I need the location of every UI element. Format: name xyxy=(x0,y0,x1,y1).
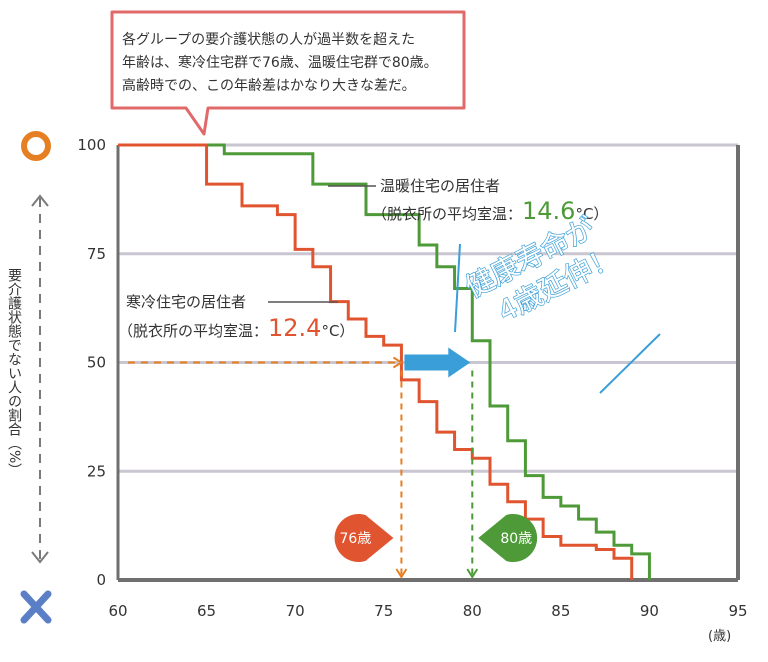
legend-cold-sub-prefix: （脱衣所の平均室温： xyxy=(118,322,268,340)
warm-age-marker-label: 80歳 xyxy=(500,531,532,547)
callout: 各グループの要介護状態の人が過半数を超えた 年齢は、寒冷住宅群で76歳、温暖住宅… xyxy=(110,10,466,136)
x-tick-label: 95 xyxy=(728,602,747,620)
callout-line-3: 高齢時での、この年齢差はかなり大きな差だ。 xyxy=(122,77,416,94)
y-axis-label: 要介護状態でない人の割合（%） xyxy=(6,268,22,477)
x-tick-label: 60 xyxy=(108,602,127,620)
cold-age-marker-shape xyxy=(334,514,394,562)
highlight-stroke-left xyxy=(454,243,461,333)
y-tick-label: 100 xyxy=(77,136,106,154)
legend-warm-temp: 14.6 xyxy=(522,197,575,225)
y-tick-label: 25 xyxy=(87,462,106,480)
legend-cold-name: 寒冷住宅の居住者 xyxy=(126,293,246,311)
highlight-stroke-right xyxy=(599,333,661,394)
y-tick-label: 50 xyxy=(87,354,106,372)
legend-cold-sub: （脱衣所の平均室温：12.4°C） xyxy=(118,314,354,342)
tick-labels: 0 25 50 75 100 60 65 70 75 80 85 90 95 xyxy=(77,136,747,620)
series-warm-line xyxy=(118,143,651,580)
y-tick-label: 75 xyxy=(87,245,106,263)
annotations: 76歳 80歳 xyxy=(128,347,538,579)
legend-warm: 温暖住宅の居住者 （脱衣所の平均室温：14.6°C） xyxy=(328,177,608,225)
legend-cold-sub-suffix: °C） xyxy=(321,322,354,340)
y-tick-label: 0 xyxy=(96,571,106,589)
x-tick-label: 70 xyxy=(286,602,305,620)
callout-line-2: 年齢は、寒冷住宅群で76歳、温暖住宅群で80歳。 xyxy=(122,54,438,71)
warm-age-marker-shape xyxy=(478,514,538,562)
y-range-arrow xyxy=(31,194,49,564)
median-guide-arrowhead xyxy=(392,356,404,369)
cold-age-marker-label: 76歳 xyxy=(340,531,372,547)
series-cold-line xyxy=(118,143,634,580)
shift-arrow xyxy=(404,347,471,378)
x-axis-unit: (歳) xyxy=(708,629,731,644)
x-tick-label: 85 xyxy=(551,602,570,620)
legend-cold: 寒冷住宅の居住者 （脱衣所の平均室温：12.4°C） xyxy=(118,293,354,342)
legend-warm-name: 温暖住宅の居住者 xyxy=(380,177,500,195)
x-tick-label: 80 xyxy=(463,602,482,620)
circle-icon xyxy=(21,131,51,161)
x-tick-label: 65 xyxy=(197,602,216,620)
axes xyxy=(116,145,740,582)
callout-line-1: 各グループの要介護状態の人が過半数を超えた xyxy=(122,32,415,48)
legend-warm-sub-suffix: °C） xyxy=(575,205,608,223)
callout-box xyxy=(110,10,466,136)
legend-warm-sub-prefix: （脱衣所の平均室温： xyxy=(372,205,522,223)
x-tick-label: 90 xyxy=(640,602,659,620)
cross-icon xyxy=(20,590,52,624)
cold-drop-arrowhead xyxy=(395,568,408,579)
legend-warm-sub: （脱衣所の平均室温：14.6°C） xyxy=(372,197,608,225)
warm-drop-arrowhead xyxy=(466,568,479,579)
series xyxy=(118,143,651,580)
x-tick-label: 75 xyxy=(374,602,393,620)
legend-cold-temp: 12.4 xyxy=(268,314,321,342)
highlight-text: 健康寿命が 4歳延伸！ xyxy=(459,211,623,329)
